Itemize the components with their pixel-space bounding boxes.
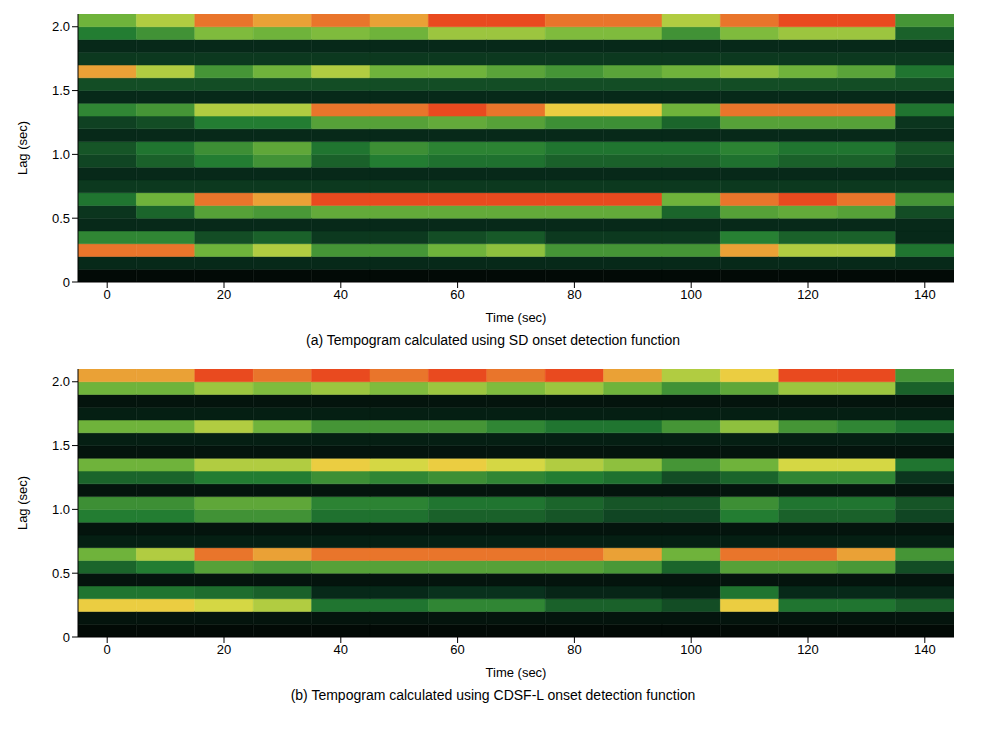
svg-text:120: 120 — [797, 642, 819, 657]
svg-text:0: 0 — [104, 642, 111, 657]
svg-text:0: 0 — [63, 275, 70, 290]
svg-text:0.5: 0.5 — [52, 211, 70, 226]
svg-text:Time (sec): Time (sec) — [486, 665, 547, 680]
svg-text:80: 80 — [567, 287, 581, 302]
svg-text:1.0: 1.0 — [52, 147, 70, 162]
svg-text:120: 120 — [797, 287, 819, 302]
svg-text:20: 20 — [217, 287, 231, 302]
svg-text:40: 40 — [334, 642, 348, 657]
svg-text:140: 140 — [914, 287, 936, 302]
svg-text:20: 20 — [217, 642, 231, 657]
svg-text:60: 60 — [450, 642, 464, 657]
svg-text:Lag (sec): Lag (sec) — [15, 476, 30, 530]
svg-text:100: 100 — [680, 287, 702, 302]
svg-text:0.5: 0.5 — [52, 566, 70, 581]
svg-text:1.5: 1.5 — [52, 438, 70, 453]
svg-text:40: 40 — [334, 287, 348, 302]
svg-text:1.0: 1.0 — [52, 502, 70, 517]
html-text:(b) Tempogram calculated using: (b) Tempogram calculated using CDSF-L on… — [290, 687, 696, 703]
svg-text:0: 0 — [63, 630, 70, 645]
svg-text:Lag (sec): Lag (sec) — [15, 121, 30, 175]
svg-text:Time (sec): Time (sec) — [486, 310, 547, 325]
svg-text:80: 80 — [567, 642, 581, 657]
svg-text:2.0: 2.0 — [52, 19, 70, 34]
svg-text:100: 100 — [680, 642, 702, 657]
svg-text:2.0: 2.0 — [52, 374, 70, 389]
svg-text:140: 140 — [914, 642, 936, 657]
svg-text:60: 60 — [450, 287, 464, 302]
html-text:(a) Tempogram calculated using: (a) Tempogram calculated using SD onset … — [306, 332, 680, 348]
svg-text:0: 0 — [104, 287, 111, 302]
svg-text:1.5: 1.5 — [52, 83, 70, 98]
